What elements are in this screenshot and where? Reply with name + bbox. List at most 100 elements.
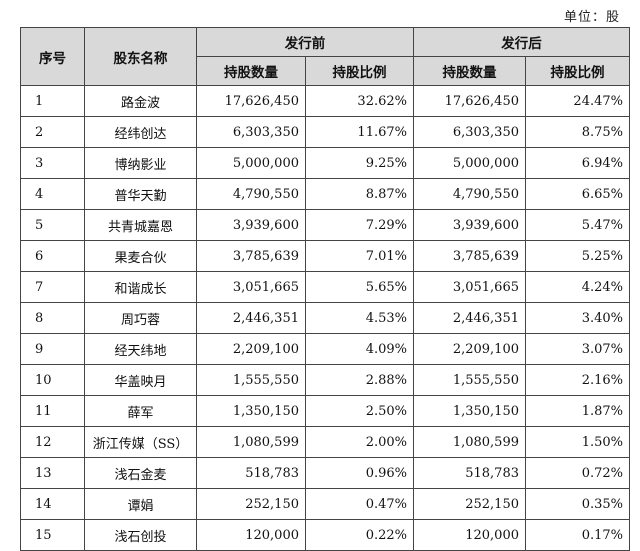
header-after-ratio: 持股比例 — [525, 56, 630, 86]
table-row: 13 浅石金麦 518,783 0.96% 518,783 0.72% — [20, 457, 630, 489]
cell-index: 11 — [20, 395, 85, 427]
table-row: 5 共青城嘉恩 3,939,600 7.29% 3,939,600 5.47% — [20, 209, 630, 241]
cell-after-ratio: 0.17% — [525, 519, 630, 551]
header-before-group: 发行前 — [196, 27, 414, 57]
cell-index: 8 — [20, 302, 85, 334]
cell-before-shares: 1,350,150 — [196, 395, 306, 427]
header-name: 股东名称 — [84, 27, 197, 86]
cell-before-ratio: 8.87% — [305, 178, 414, 210]
cell-before-shares: 2,209,100 — [196, 333, 306, 365]
table-row: 15 浅石创投 120,000 0.22% 120,000 0.17% — [20, 519, 630, 551]
cell-before-ratio: 0.47% — [305, 488, 414, 520]
header-row-2: 持股数量 持股比例 持股数量 持股比例 — [21, 56, 630, 86]
cell-after-ratio: 8.75% — [525, 116, 630, 148]
cell-after-shares: 4,790,550 — [413, 178, 526, 210]
header-after-shares: 持股数量 — [413, 56, 526, 86]
cell-index: 6 — [20, 240, 85, 272]
table-row: 6 果麦合伙 3,785,639 7.01% 3,785,639 5.25% — [20, 240, 630, 272]
table-row: 4 普华天勤 4,790,550 8.87% 4,790,550 6.65% — [20, 178, 630, 210]
cell-after-shares: 518,783 — [413, 457, 526, 489]
cell-before-ratio: 2.88% — [305, 364, 414, 396]
cell-after-shares: 6,303,350 — [413, 116, 526, 148]
table-row: 8 周巧蓉 2,446,351 4.53% 2,446,351 3.40% — [20, 302, 630, 334]
cell-before-ratio: 4.53% — [305, 302, 414, 334]
table-row: 7 和谐成长 3,051,665 5.65% 3,051,665 4.24% — [20, 271, 630, 303]
cell-after-shares: 1,080,599 — [413, 426, 526, 458]
cell-before-ratio: 4.09% — [305, 333, 414, 365]
cell-shareholder-name: 薛军 — [84, 395, 197, 427]
cell-before-shares: 3,939,600 — [196, 209, 306, 241]
cell-before-shares: 1,555,550 — [196, 364, 306, 396]
cell-after-shares: 5,000,000 — [413, 147, 526, 179]
cell-shareholder-name: 果麦合伙 — [84, 240, 197, 272]
cell-index: 1 — [20, 85, 85, 117]
table-row: 12 浙江传媒（SS） 1,080,599 2.00% 1,080,599 1.50% — [20, 426, 630, 458]
cell-after-ratio: 0.72% — [525, 457, 630, 489]
cell-after-ratio: 6.65% — [525, 178, 630, 210]
page: 单位：股 序号 股东名称 发行前 发行后 持股数量 持股比例 持股数量 持股比例 — [20, 10, 630, 551]
cell-before-ratio: 2.50% — [305, 395, 414, 427]
cell-after-ratio: 3.40% — [525, 302, 630, 334]
table-body: 1 路金波 17,626,450 32.62% 17,626,450 24.47% 2 经纬创… — [20, 85, 630, 551]
cell-after-shares: 2,446,351 — [413, 302, 526, 334]
cell-after-shares: 17,626,450 — [413, 85, 526, 117]
cell-after-shares: 3,939,600 — [413, 209, 526, 241]
table-row: 2 经纬创达 6,303,350 11.67% 6,303,350 8.75% — [20, 116, 630, 148]
cell-shareholder-name: 华盖映月 — [84, 364, 197, 396]
table-row: 14 谭娟 252,150 0.47% 252,150 0.35% — [20, 488, 630, 520]
cell-index: 14 — [20, 488, 85, 520]
cell-after-ratio: 4.24% — [525, 271, 630, 303]
cell-after-ratio: 2.16% — [525, 364, 630, 396]
cell-shareholder-name: 普华天勤 — [84, 178, 197, 210]
cell-index: 2 — [20, 116, 85, 148]
cell-before-shares: 6,303,350 — [196, 116, 306, 148]
cell-before-shares: 252,150 — [196, 488, 306, 520]
cell-before-ratio: 7.01% — [305, 240, 414, 272]
cell-index: 4 — [20, 178, 85, 210]
table-row: 11 薛军 1,350,150 2.50% 1,350,150 1.87% — [20, 395, 630, 427]
cell-after-shares: 3,051,665 — [413, 271, 526, 303]
cell-after-shares: 2,209,100 — [413, 333, 526, 365]
cell-index: 5 — [20, 209, 85, 241]
cell-index: 15 — [20, 519, 85, 551]
cell-before-shares: 3,785,639 — [196, 240, 306, 272]
cell-after-ratio: 0.35% — [525, 488, 630, 520]
table-row: 3 博纳影业 5,000,000 9.25% 5,000,000 6.94% — [20, 147, 630, 179]
cell-shareholder-name: 路金波 — [84, 85, 197, 117]
cell-shareholder-name: 浅石创投 — [84, 519, 197, 551]
cell-after-shares: 1,555,550 — [413, 364, 526, 396]
cell-index: 3 — [20, 147, 85, 179]
shareholder-table: 序号 股东名称 发行前 发行后 持股数量 持股比例 持股数量 持股比例 1 路金波… — [20, 27, 630, 551]
cell-after-shares: 120,000 — [413, 519, 526, 551]
cell-before-ratio: 7.29% — [305, 209, 414, 241]
table-row: 1 路金波 17,626,450 32.62% 17,626,450 24.47% — [20, 85, 630, 117]
header-before-shares: 持股数量 — [196, 56, 306, 86]
cell-after-ratio: 5.47% — [525, 209, 630, 241]
cell-before-ratio: 2.00% — [305, 426, 414, 458]
cell-index: 13 — [20, 457, 85, 489]
table-row: 10 华盖映月 1,555,550 2.88% 1,555,550 2.16% — [20, 364, 630, 396]
cell-before-shares: 3,051,665 — [196, 271, 306, 303]
cell-after-ratio: 5.25% — [525, 240, 630, 272]
cell-after-ratio: 6.94% — [525, 147, 630, 179]
cell-before-shares: 120,000 — [196, 519, 306, 551]
cell-index: 9 — [20, 333, 85, 365]
table-header: 序号 股东名称 发行前 发行后 持股数量 持股比例 持股数量 持股比例 — [20, 27, 630, 86]
cell-before-ratio: 11.67% — [305, 116, 414, 148]
cell-index: 7 — [20, 271, 85, 303]
cell-after-ratio: 1.50% — [525, 426, 630, 458]
cell-after-ratio: 1.87% — [525, 395, 630, 427]
header-row-1: 序号 股东名称 发行前 发行后 — [20, 27, 630, 86]
cell-shareholder-name: 共青城嘉恩 — [84, 209, 197, 241]
cell-before-shares: 2,446,351 — [196, 302, 306, 334]
cell-after-shares: 3,785,639 — [413, 240, 526, 272]
unit-label: 单位：股 — [563, 10, 620, 25]
header-before-ratio: 持股比例 — [305, 56, 414, 86]
cell-shareholder-name: 经天纬地 — [84, 333, 197, 365]
table-row: 9 经天纬地 2,209,100 4.09% 2,209,100 3.07% — [20, 333, 630, 365]
cell-shareholder-name: 谭娟 — [84, 488, 197, 520]
cell-before-ratio: 0.22% — [305, 519, 414, 551]
cell-before-shares: 1,080,599 — [196, 426, 306, 458]
cell-shareholder-name: 博纳影业 — [84, 147, 197, 179]
cell-after-shares: 1,350,150 — [413, 395, 526, 427]
